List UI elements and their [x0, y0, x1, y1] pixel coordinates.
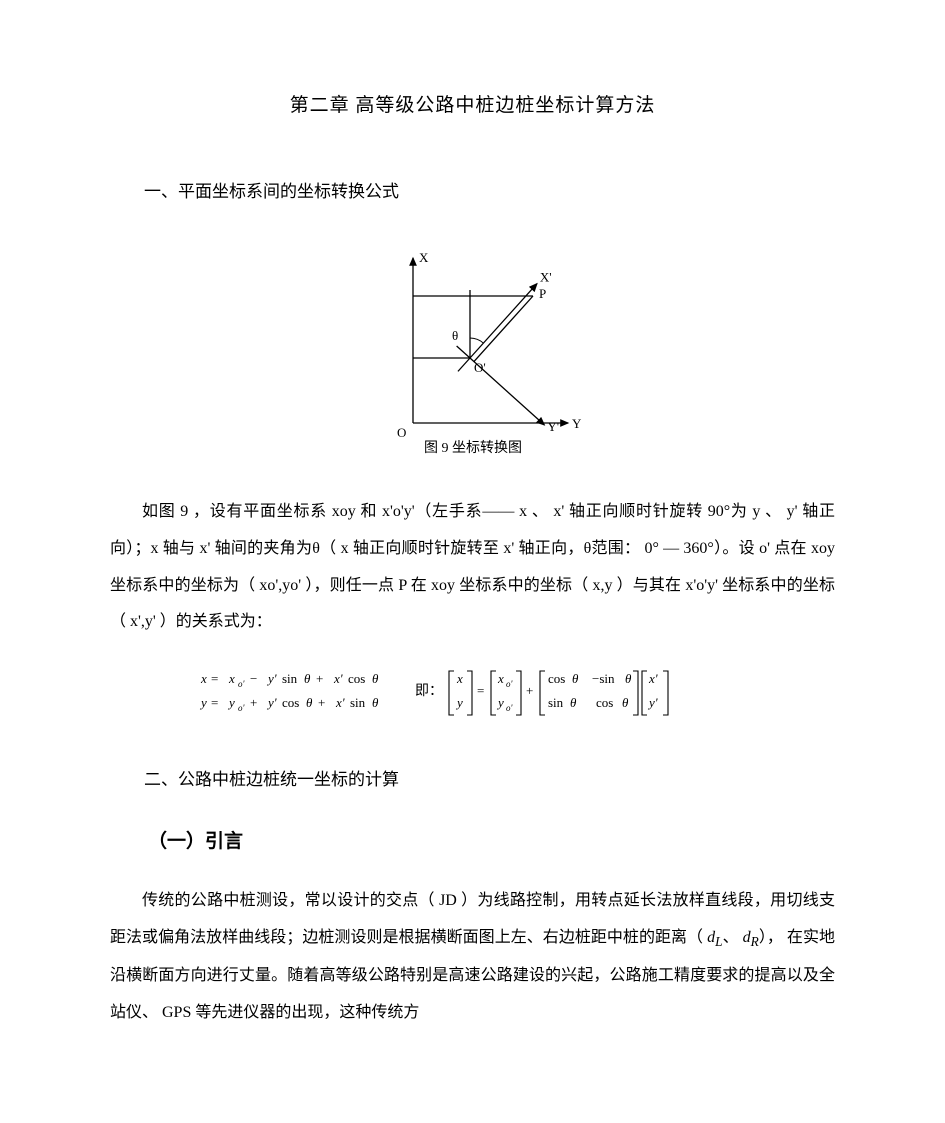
svg-text:−sin: −sin — [592, 671, 615, 686]
var-dR-sub: R — [751, 934, 759, 949]
svg-text:y': y' — [647, 695, 658, 710]
svg-text:=: = — [211, 671, 218, 686]
var-dL: d — [707, 929, 715, 946]
svg-text:o': o' — [238, 679, 246, 689]
svg-text:θ: θ — [372, 671, 379, 686]
svg-text:y: y — [455, 695, 463, 710]
svg-text:x': x' — [648, 671, 658, 686]
svg-text:x': x' — [335, 695, 345, 710]
svg-text:+: + — [316, 671, 323, 686]
svg-text:θ: θ — [570, 695, 577, 710]
svg-text:x: x — [456, 671, 463, 686]
svg-text:cos: cos — [348, 671, 365, 686]
svg-text:+: + — [318, 695, 325, 710]
chapter-title: 第二章 高等级公路中桩边桩坐标计算方法 — [110, 90, 835, 117]
svg-text:O: O — [397, 425, 406, 440]
svg-text:图 9 坐标转换图: 图 9 坐标转换图 — [424, 439, 522, 456]
transform-equation: x = xo' − y'sinθ + x'cosθy = yo' + y'cos… — [110, 661, 835, 725]
svg-text:y: y — [496, 695, 504, 710]
svg-text:o': o' — [238, 703, 246, 713]
svg-text:Y': Y' — [547, 419, 559, 434]
svg-text:sin: sin — [282, 671, 298, 686]
svg-text:Y: Y — [572, 416, 582, 431]
svg-text:P: P — [539, 286, 546, 301]
section-2-heading: 二、公路中桩边桩统一坐标的计算 — [110, 765, 835, 790]
section-1-heading: 一、平面坐标系间的坐标转换公式 — [110, 177, 835, 202]
svg-text:x: x — [228, 671, 235, 686]
svg-text:=: = — [211, 695, 218, 710]
svg-text:=: = — [477, 683, 484, 698]
coordinate-diagram: X Y X' Y' O O' Pθ 图 9 坐标转换图 — [110, 238, 835, 458]
svg-text:即：: 即： — [415, 684, 443, 699]
var-dR: d — [743, 929, 751, 946]
svg-text:+: + — [526, 683, 533, 698]
svg-text:X: X — [419, 250, 429, 265]
svg-text:+: + — [250, 695, 257, 710]
svg-text:θ: θ — [304, 671, 311, 686]
svg-text:O': O' — [474, 360, 486, 375]
para2-sep: 、 — [723, 929, 743, 946]
equation-svg: x = xo' − y'sinθ + x'cosθy = yo' + y'cos… — [193, 661, 753, 725]
svg-text:X': X' — [539, 270, 551, 285]
svg-text:sin: sin — [350, 695, 366, 710]
svg-text:o': o' — [506, 703, 514, 713]
svg-text:sin: sin — [548, 695, 564, 710]
paragraph-2: 传统的公路中桩测设，常以设计的交点（ JD ）为线路控制，用转点延长法放样直线段… — [110, 883, 835, 1031]
svg-text:x: x — [200, 671, 207, 686]
svg-text:y: y — [227, 695, 235, 710]
svg-text:θ: θ — [622, 695, 629, 710]
svg-text:θ: θ — [372, 695, 379, 710]
svg-text:θ: θ — [625, 671, 632, 686]
svg-text:x': x' — [333, 671, 343, 686]
svg-text:y': y' — [266, 695, 277, 710]
svg-text:θ: θ — [306, 695, 313, 710]
paragraph-1: 如图 9 ，设有平面坐标系 xoy 和 x'o'y'（左手系—— x 、 x' … — [110, 494, 835, 641]
svg-text:y': y' — [266, 671, 277, 686]
diagram-svg: X Y X' Y' O O' Pθ 图 9 坐标转换图 — [358, 238, 588, 458]
subsection-2-1-heading: （一）引言 — [110, 826, 835, 853]
svg-text:cos: cos — [548, 671, 565, 686]
svg-text:y: y — [199, 695, 207, 710]
svg-text:θ: θ — [572, 671, 579, 686]
svg-text:cos: cos — [282, 695, 299, 710]
svg-text:o': o' — [506, 679, 514, 689]
svg-text:−: − — [250, 671, 257, 686]
svg-text:cos: cos — [596, 695, 613, 710]
svg-text:θ: θ — [452, 328, 458, 343]
var-dL-sub: L — [715, 934, 722, 949]
svg-text:x: x — [497, 671, 504, 686]
